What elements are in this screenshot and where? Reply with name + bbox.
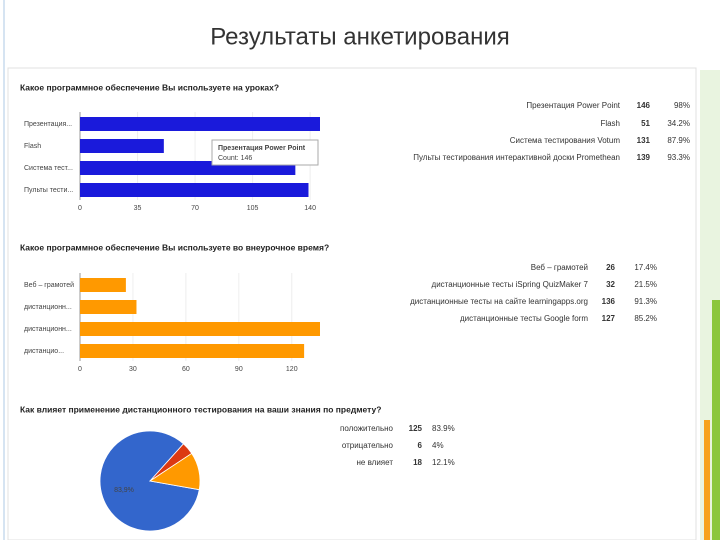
tooltip-text: Count: 146 (218, 155, 252, 162)
x-tick-label: 0 (78, 366, 82, 373)
bar (80, 117, 320, 131)
x-tick-label: 35 (134, 205, 142, 212)
pie-slice (148, 452, 201, 491)
y-tick-label: Пульты тести... (24, 187, 73, 194)
legend-percent: 12.1% (432, 458, 455, 467)
x-tick-label: 105 (247, 205, 259, 212)
x-tick-label: 140 (304, 205, 316, 212)
legend-percent: 87.9% (667, 136, 690, 145)
legend-label: дистанционные тесты Google form (460, 314, 588, 323)
chart-title: Какое программное обеспечение Вы использ… (20, 242, 329, 252)
y-tick-label: Презентация... (24, 121, 72, 128)
legend-count: 18 (413, 458, 422, 467)
right-stripe-green (712, 300, 720, 540)
bar (80, 183, 309, 197)
bar (80, 300, 137, 314)
y-tick-label: Система тест... (24, 165, 73, 172)
legend-label: положительно (340, 424, 394, 433)
legend-count: 131 (637, 136, 651, 145)
legend-percent: 17.4% (634, 263, 657, 272)
legend-percent: 85.2% (634, 314, 657, 323)
legend-label: Flash (600, 119, 620, 128)
legend-label: Презентация Power Point (526, 101, 620, 110)
y-tick-label: дистанцио... (24, 348, 64, 355)
legend-count: 125 (409, 424, 423, 433)
legend-label: Пульты тестирования интерактивной доски … (413, 153, 620, 162)
legend-count: 6 (418, 441, 423, 450)
legend-label: дистанционные тесты на сайте learningapp… (410, 297, 588, 306)
chart-title: Как влияет применение дистанционного тес… (20, 404, 381, 414)
legend-percent: 83.9% (432, 424, 455, 433)
legend-count: 26 (606, 263, 615, 272)
legend-percent: 34.2% (667, 119, 690, 128)
y-tick-label: Flash (24, 143, 41, 150)
x-tick-label: 60 (182, 366, 190, 373)
tooltip-text: Презентация Power Point (218, 145, 306, 152)
legend-count: 136 (602, 297, 616, 306)
chart-title: Какое программное обеспечение Вы использ… (20, 82, 279, 92)
legend-label: дистанционные тесты iSpring QuizMaker 7 (432, 280, 589, 289)
y-tick-label: Веб – грамотей (24, 281, 74, 289)
y-tick-label: дистанционн... (24, 304, 72, 311)
legend-percent: 21.5% (634, 280, 657, 289)
x-tick-label: 120 (286, 366, 298, 373)
legend-count: 51 (641, 119, 650, 128)
legend-count: 127 (602, 314, 616, 323)
legend-count: 139 (637, 153, 651, 162)
bar (80, 139, 164, 153)
slide-title: Результаты анкетирования (210, 23, 510, 50)
slice-label: 83,9% (114, 487, 134, 494)
legend-count: 146 (637, 101, 651, 110)
right-stripe-orange (704, 420, 710, 540)
legend-percent: 4% (432, 441, 444, 450)
y-tick-label: дистанционн... (24, 326, 72, 333)
x-tick-label: 0 (78, 205, 82, 212)
x-tick-label: 30 (129, 366, 137, 373)
legend-percent: 98% (674, 101, 690, 110)
legend-label: Система тестирования Votum (510, 136, 621, 145)
legend-percent: 93.3% (667, 153, 690, 162)
legend-label: не влияет (357, 458, 394, 467)
legend-count: 32 (606, 280, 615, 289)
bar (80, 344, 305, 358)
bar (80, 322, 320, 336)
x-tick-label: 70 (191, 205, 199, 212)
legend-label: Веб – грамотей (531, 263, 588, 272)
legend-percent: 91.3% (634, 297, 657, 306)
tooltip (211, 139, 319, 166)
legend-label: отрицательно (342, 441, 394, 450)
bar (80, 278, 126, 292)
x-tick-label: 90 (235, 366, 243, 373)
